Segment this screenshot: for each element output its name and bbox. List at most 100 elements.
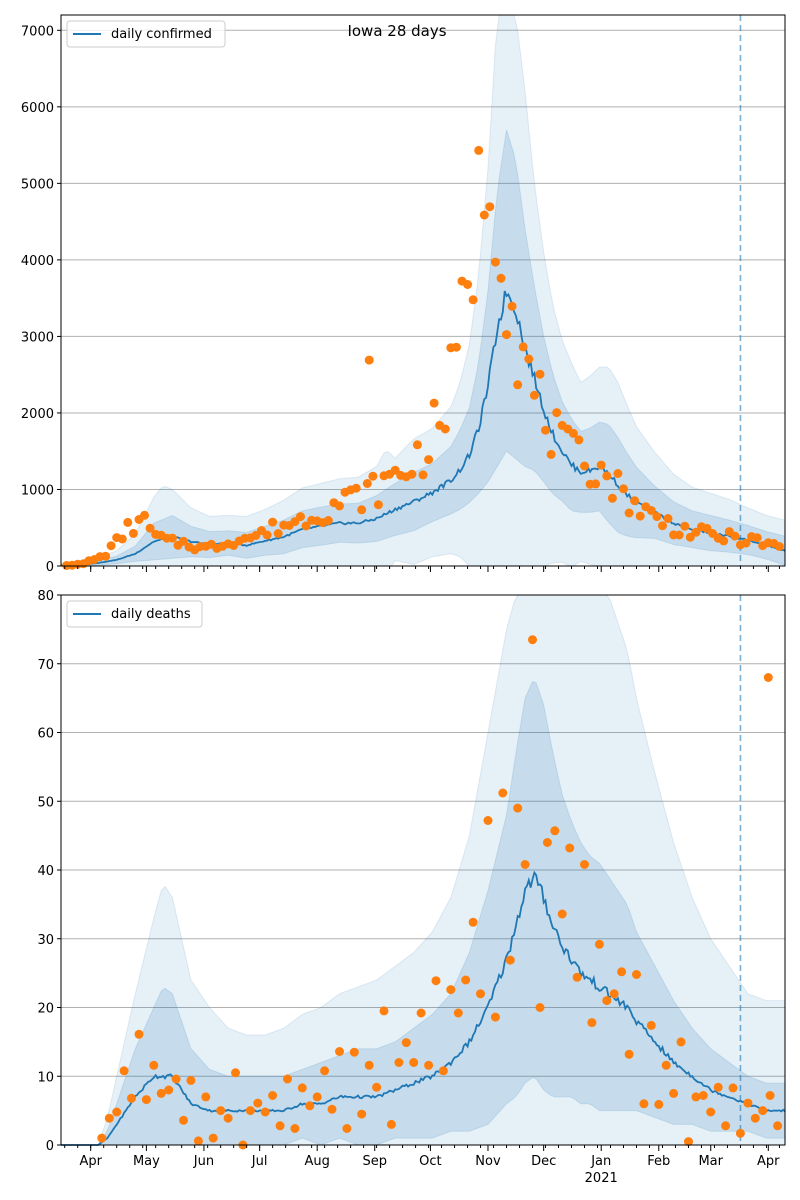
data-point — [320, 1066, 330, 1076]
data-point — [594, 939, 604, 949]
confirmed-grid — [61, 29, 785, 490]
data-point — [379, 1006, 389, 1016]
data-point — [669, 1088, 679, 1098]
data-point — [149, 1060, 159, 1070]
data-point — [496, 273, 506, 283]
deaths-legend-box — [66, 600, 203, 628]
data-point — [335, 501, 344, 511]
confirmed-chart-title: Iowa 28 days — [347, 22, 446, 40]
data-point — [602, 471, 612, 481]
data-point — [535, 1003, 545, 1012]
data-point — [305, 1101, 315, 1111]
data-point — [513, 380, 523, 390]
data-point — [468, 917, 478, 927]
y-tick-label: 10 — [37, 1070, 54, 1085]
x-tick-label: Apr — [757, 1154, 780, 1169]
data-point — [283, 1074, 292, 1084]
data-point — [335, 1047, 344, 1056]
data-point — [546, 449, 556, 459]
data-point — [179, 536, 188, 546]
data-point — [483, 816, 493, 825]
data-point — [416, 1008, 426, 1018]
confirmed-axes-frame — [60, 14, 786, 567]
confirmed-legend: daily confirmed — [66, 20, 226, 48]
data-point — [646, 1020, 656, 1030]
data-point — [401, 1038, 411, 1048]
deaths-panel: 0 10 20 30 40 50 60 70 80 Apr May Jun Jul Aug Sep Oct N… — [37, 589, 786, 1169]
data-point — [412, 440, 422, 450]
data-point — [193, 1136, 203, 1146]
x-tick-label: Oct — [419, 1154, 441, 1169]
data-point — [418, 470, 428, 480]
deaths-scatter-points — [97, 635, 783, 1150]
deaths-y-ticks: 0 10 20 30 40 50 60 70 80 — [37, 589, 61, 1154]
y-tick-label: 6000 — [21, 101, 54, 116]
data-point — [632, 970, 641, 979]
x-axis-year-label: 2021 — [585, 1171, 618, 1186]
data-point — [505, 955, 515, 965]
confirmed-legend-box — [66, 20, 226, 48]
data-point — [624, 508, 634, 518]
data-point — [453, 1008, 463, 1018]
data-point — [580, 860, 589, 869]
data-point — [630, 496, 640, 506]
data-point — [424, 455, 434, 465]
data-point — [490, 1012, 500, 1022]
y-tick-label: 70 — [37, 658, 54, 673]
data-point — [596, 460, 606, 470]
data-point — [112, 1107, 122, 1117]
data-point — [774, 542, 784, 551]
data-point — [117, 534, 127, 544]
confirmed-panel: 0 1000 2000 3000 4000 5000 6000 7000 Iowa 28 da… — [21, 14, 786, 575]
data-point — [216, 1106, 226, 1116]
data-point — [706, 1107, 716, 1117]
data-point — [691, 1092, 701, 1102]
data-point — [106, 541, 116, 551]
data-point — [342, 1124, 352, 1133]
data-point — [719, 536, 729, 546]
data-point — [613, 469, 623, 478]
data-point — [676, 1037, 686, 1047]
data-point — [507, 301, 517, 311]
data-point — [684, 1137, 693, 1147]
data-point — [128, 528, 138, 538]
data-point — [674, 530, 684, 540]
data-point — [476, 989, 485, 999]
x-tick-label: Apr — [79, 1154, 102, 1169]
data-point — [513, 803, 523, 813]
confirmed-scatter-points — [62, 145, 784, 570]
data-point — [502, 330, 511, 340]
x-tick-label: Mar — [698, 1154, 723, 1169]
data-point — [741, 538, 751, 548]
data-point — [550, 826, 560, 836]
data-point — [607, 493, 617, 503]
data-point — [349, 1047, 359, 1057]
data-point — [721, 1121, 731, 1131]
data-point — [635, 511, 645, 521]
data-point — [268, 517, 278, 527]
y-tick-label: 50 — [37, 795, 54, 810]
data-point — [431, 976, 441, 986]
data-point — [179, 1115, 188, 1125]
data-point — [362, 479, 372, 488]
data-point — [223, 1113, 233, 1123]
data-point — [364, 1060, 374, 1070]
outlier-point — [763, 673, 773, 682]
data-point — [652, 512, 662, 522]
y-tick-label: 4000 — [21, 254, 54, 269]
data-point — [101, 551, 111, 561]
data-point — [498, 788, 508, 798]
data-point — [351, 483, 361, 493]
data-point — [296, 512, 305, 522]
data-point — [245, 1106, 255, 1116]
data-point — [541, 425, 550, 435]
data-point — [323, 516, 333, 525]
data-point — [164, 1085, 174, 1095]
data-point — [520, 860, 530, 869]
data-point — [654, 1099, 664, 1109]
data-point — [661, 1060, 671, 1070]
data-point — [557, 909, 567, 919]
data-point — [574, 435, 584, 445]
data-point — [171, 1074, 181, 1084]
data-point — [424, 1060, 434, 1070]
